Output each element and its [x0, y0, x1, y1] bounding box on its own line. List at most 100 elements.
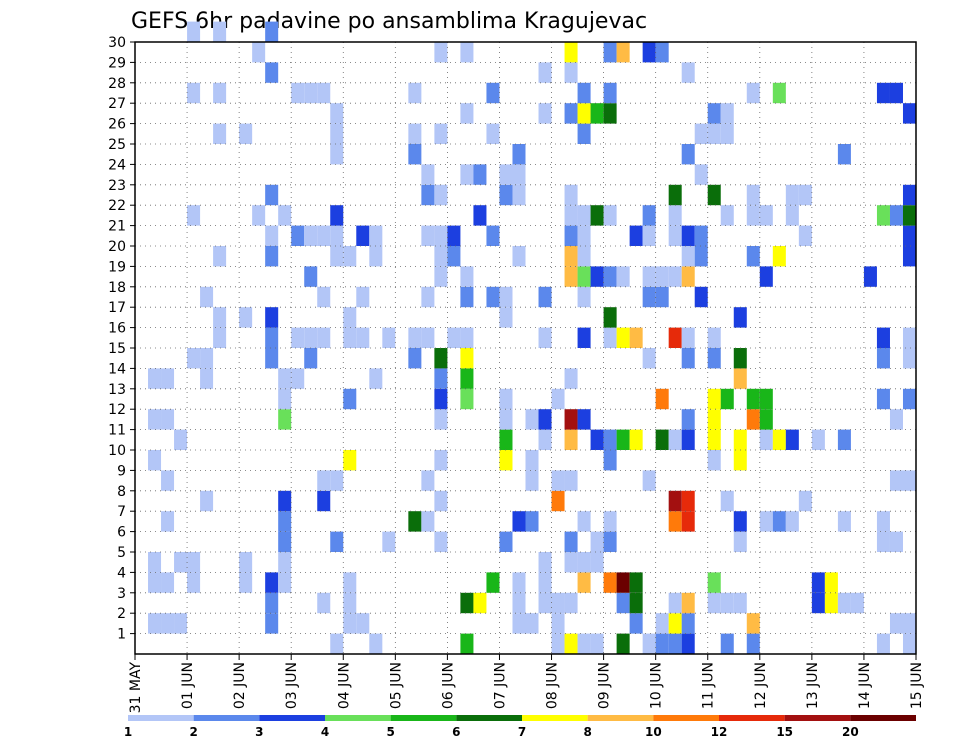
precip-cell [317, 490, 331, 512]
precip-cell [707, 572, 721, 593]
precip-cell [733, 348, 747, 369]
precip-cell [174, 429, 188, 450]
precip-cell [798, 184, 812, 206]
precip-cell [434, 266, 448, 287]
precip-cell [278, 205, 292, 226]
precip-cell [161, 613, 175, 634]
precip-cell [317, 470, 331, 491]
colorbar-segment [784, 715, 851, 721]
precip-cell [603, 82, 617, 104]
precip-cell [746, 246, 760, 267]
precip-cell [811, 572, 825, 593]
precip-cell [642, 286, 656, 308]
precip-cell [759, 429, 773, 450]
precip-cell [577, 246, 591, 267]
precip-cell [707, 388, 721, 410]
precip-cell [577, 409, 591, 430]
precip-cell [772, 246, 786, 267]
colorbar-label: 3 [255, 725, 263, 739]
precip-cell [408, 511, 422, 532]
y-axis: 1234567891011121314151617181920212223242… [108, 35, 135, 643]
y-tick-label: 17 [108, 300, 126, 316]
precip-cell [746, 82, 760, 104]
precip-cell [902, 327, 916, 348]
precip-cell [239, 552, 253, 573]
colorbar-segment [587, 715, 654, 721]
precip-cell [304, 327, 318, 348]
precip-cell [655, 633, 669, 654]
precip-cell [161, 511, 175, 532]
precip-cell [213, 307, 227, 328]
precip-cell [538, 429, 552, 450]
precip-cell [330, 633, 344, 654]
precip-cell [538, 327, 552, 348]
precip-cell [148, 613, 162, 634]
precip-cell [330, 225, 344, 246]
y-tick-label: 20 [108, 239, 126, 255]
precip-cell [551, 613, 565, 634]
x-tick-label: 05 JUN [388, 662, 404, 709]
precip-cell [265, 348, 279, 369]
precip-cell [746, 388, 760, 410]
precip-cell [499, 184, 513, 206]
precip-cell [174, 552, 188, 573]
precip-cell [538, 62, 552, 83]
precip-cell [291, 327, 305, 348]
precip-cell [681, 613, 695, 634]
precip-cell [837, 144, 851, 165]
precip-cell [720, 490, 734, 512]
precip-cell [265, 246, 279, 267]
precip-cell [252, 205, 266, 226]
precip-cell [577, 266, 591, 287]
precip-cell [577, 327, 591, 348]
precip-cell [434, 184, 448, 206]
x-tick-label: 06 JUN [440, 662, 456, 709]
y-tick-label: 23 [108, 178, 126, 194]
precip-cell [434, 246, 448, 267]
precip-cell [434, 531, 448, 552]
precip-cell [252, 42, 266, 63]
y-tick-label: 9 [117, 463, 126, 479]
precip-cell [447, 225, 461, 246]
precip-cell [330, 103, 344, 124]
y-tick-label: 26 [108, 117, 126, 133]
precip-cell [694, 286, 708, 308]
precip-cell [174, 613, 188, 634]
precip-cell [707, 103, 721, 124]
precip-cell [707, 327, 721, 348]
precip-cell [707, 184, 721, 206]
precip-cell [200, 286, 214, 308]
precip-cell [356, 225, 370, 246]
precip-cell [382, 327, 396, 348]
precip-cell [408, 123, 422, 144]
precip-cell [161, 409, 175, 430]
precip-cell [161, 368, 175, 389]
precip-cell [629, 613, 643, 634]
precip-cell [655, 429, 669, 450]
precip-cell [577, 572, 591, 593]
precip-cell [187, 82, 201, 104]
precip-cell [876, 531, 890, 552]
precip-cell [213, 82, 227, 104]
y-tick-label: 12 [108, 402, 126, 418]
precip-cell [629, 327, 643, 348]
precip-cell [473, 592, 487, 614]
colorbar-segment [390, 715, 457, 721]
precip-cell [759, 409, 773, 430]
precip-cell [902, 613, 916, 634]
precip-cell [265, 307, 279, 328]
precip-cell [200, 348, 214, 369]
precip-cell [850, 592, 864, 614]
precip-cell [655, 388, 669, 410]
precip-cell [590, 103, 604, 124]
precip-cell [733, 429, 747, 450]
precip-cell [460, 286, 474, 308]
precip-cell [330, 144, 344, 165]
precip-cell [603, 572, 617, 593]
precip-cell [239, 572, 253, 593]
precip-cell [564, 42, 578, 63]
precip-cell [460, 592, 474, 614]
precip-cell [876, 633, 890, 654]
precip-cell [564, 592, 578, 614]
y-tick-label: 27 [108, 96, 126, 112]
